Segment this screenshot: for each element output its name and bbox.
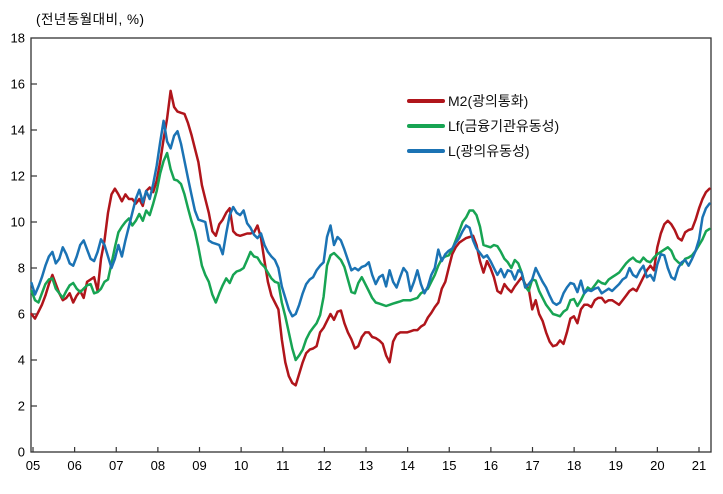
x-tick-label: 17 [525,458,539,473]
chart-title: (전년동월대비, %) [36,12,145,27]
x-tick-label: 08 [151,458,165,473]
y-tick-label: 4 [18,353,25,368]
series-line-l [30,119,711,318]
x-tick-label: 20 [650,458,664,473]
legend-item-l: L(광의유동성) [407,138,559,163]
x-tick-label: 16 [484,458,498,473]
x-tick-label: 05 [26,458,40,473]
x-tick-label: 14 [400,458,414,473]
x-tick-label: 15 [442,458,456,473]
x-tick-label: 09 [192,458,206,473]
series-line-m2 [30,89,711,387]
x-tick-label: 10 [234,458,248,473]
x-tick-label: 21 [692,458,706,473]
legend-item-m2: M2(광의통화) [407,88,559,113]
x-tick-label: 13 [359,458,373,473]
plot-border [30,37,712,453]
legend-label-l: L(광의유동성) [448,142,530,159]
legend-label-lf: Lf(금융기관유동성) [448,117,560,134]
lf-line-swatch-icon [407,123,445,128]
y-tick-label: 14 [11,123,25,138]
x-tick-label: 07 [109,458,123,473]
legend-label-m2: M2(광의통화) [448,92,529,109]
y-tick-label: 2 [18,399,25,414]
x-tick-label: 18 [567,458,581,473]
y-tick-label: 18 [11,31,25,46]
legend: M2(광의통화) Lf(금융기관유동성) L(광의유동성) [407,88,559,163]
x-tick-label: 19 [609,458,623,473]
legend-item-lf: Lf(금융기관유동성) [407,113,559,138]
series-line-lf [30,151,711,362]
y-tick-label: 12 [11,169,25,184]
y-tick-label: 16 [11,77,25,92]
y-tick-label: 8 [18,261,25,276]
l-line-swatch-icon [407,148,445,153]
y-tick-label: 0 [18,445,25,460]
x-tick-label: 12 [317,458,331,473]
y-tick-label: 6 [18,307,25,322]
x-tick-label: 11 [276,458,290,473]
x-tick-label: 06 [67,458,81,473]
y-tick-label: 10 [11,215,25,230]
m2-line-swatch-icon [407,98,445,103]
